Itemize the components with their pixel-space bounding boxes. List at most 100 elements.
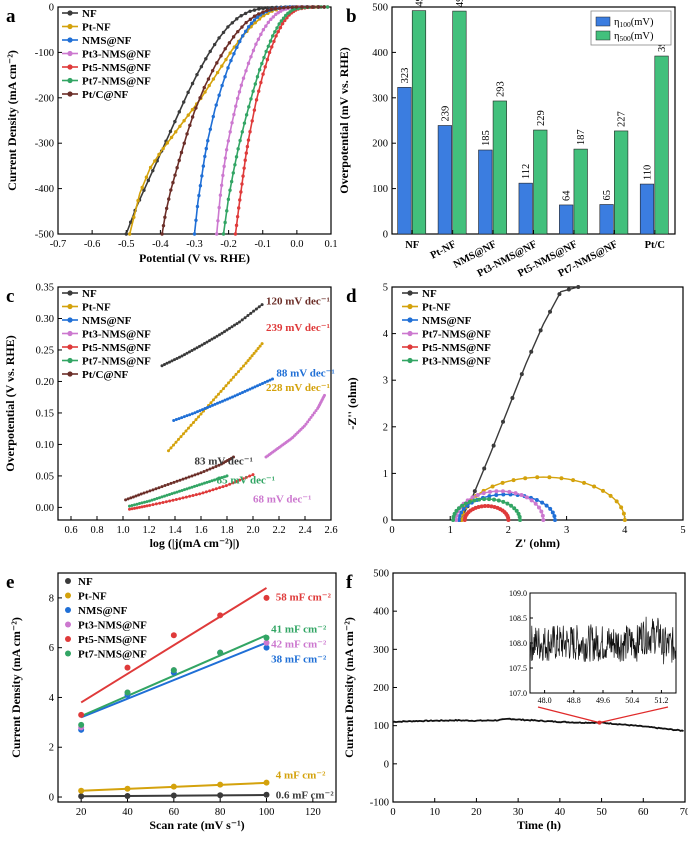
data-point (181, 496, 185, 500)
data-point (161, 500, 165, 504)
y-tick-label: 200 (373, 683, 389, 694)
data-point (224, 57, 228, 62)
data-point (203, 481, 206, 485)
data-point (217, 36, 221, 40)
data-point (273, 30, 277, 34)
data-point (130, 504, 134, 508)
data-point (276, 29, 280, 34)
legend-marker (65, 621, 71, 628)
data-point (241, 477, 245, 481)
data-point (132, 215, 136, 219)
legend-marker (407, 317, 413, 323)
data-point (124, 664, 131, 671)
x-tick-label: 0.8 (90, 525, 103, 536)
series-line-NMS (458, 493, 556, 521)
data-point (259, 80, 263, 85)
data-point (170, 792, 177, 799)
data-point (198, 344, 201, 348)
data-point (214, 232, 219, 236)
data-point (306, 420, 310, 424)
data-point (459, 510, 464, 515)
data-point (282, 6, 286, 10)
data-point (309, 415, 313, 419)
y-tick-label: 300 (373, 645, 389, 656)
data-point (472, 498, 477, 503)
legend-label: Pt-NF (82, 302, 111, 314)
inset-y-tick-label: 109.0 (509, 589, 527, 598)
data-point (174, 498, 178, 502)
data-point (217, 612, 224, 619)
bar-1 (573, 148, 588, 235)
data-point (486, 504, 491, 509)
data-point (180, 416, 184, 420)
data-point (154, 487, 158, 491)
data-point (247, 105, 251, 109)
x-tick-label: 5 (680, 525, 685, 536)
data-point (253, 82, 258, 86)
data-point (213, 336, 216, 340)
legend-label: Pt3-NMS@NF (82, 329, 151, 341)
data-point (519, 372, 524, 377)
data-point (266, 20, 271, 25)
data-point (274, 12, 278, 17)
data-point (489, 504, 494, 509)
data-point (185, 414, 189, 418)
legend-marker (67, 357, 73, 364)
data-point (192, 420, 195, 424)
y-tick-label: 6 (49, 643, 54, 654)
legend-marker (67, 317, 73, 323)
zoom-origin (597, 720, 602, 725)
y-tick-label: 300 (372, 93, 388, 104)
data-point (255, 15, 260, 19)
data-point (533, 501, 538, 506)
panel-d: d 0 1 2 3 4 5 0 1 2 3 4 5 Z' (ohm) -Z'' (ohm) NF Pt-NFNM… (345, 283, 686, 551)
x-tick-label: 120 (305, 807, 321, 818)
data-point (244, 151, 249, 155)
y-tick-label: 200 (372, 139, 388, 150)
series-line-Pt5 (234, 6, 328, 235)
data-point (316, 5, 321, 9)
data-point (220, 331, 224, 335)
data-point (241, 174, 245, 178)
inset-x-tick-label: 48.0 (538, 696, 552, 705)
series-line-NF (125, 6, 325, 235)
data-point (157, 152, 161, 157)
data-point (173, 173, 177, 177)
data-point (204, 146, 208, 151)
data-point (179, 435, 183, 439)
data-point (201, 408, 204, 412)
data-point (124, 232, 128, 236)
x-tick-label: 1.2 (142, 525, 155, 536)
data-point (246, 314, 250, 318)
data-point (190, 349, 194, 353)
data-point (142, 188, 146, 192)
data-point (185, 487, 189, 491)
legend-marker (67, 290, 73, 296)
legend-marker (65, 607, 71, 613)
data-point (261, 28, 266, 32)
data-point (271, 15, 275, 19)
data-point (133, 503, 136, 507)
data-point (214, 103, 218, 107)
data-point (211, 77, 216, 81)
data-point (223, 475, 226, 479)
data-point (500, 489, 505, 494)
data-point (228, 396, 232, 400)
data-point (243, 11, 248, 16)
data-point (193, 347, 196, 351)
data-point (208, 489, 212, 493)
data-point (208, 127, 213, 131)
legend-marker (407, 290, 413, 296)
bar-1 (614, 130, 629, 235)
data-point (214, 487, 218, 491)
data-point (169, 446, 173, 450)
bar-value-label: 492 (414, 0, 425, 7)
data-point (540, 500, 545, 505)
data-point (251, 473, 255, 477)
data-point (266, 6, 270, 10)
data-point (206, 405, 209, 409)
data-point (246, 388, 249, 392)
y-tick-label: 400 (372, 48, 388, 59)
data-point (210, 68, 215, 73)
data-point (217, 792, 224, 799)
